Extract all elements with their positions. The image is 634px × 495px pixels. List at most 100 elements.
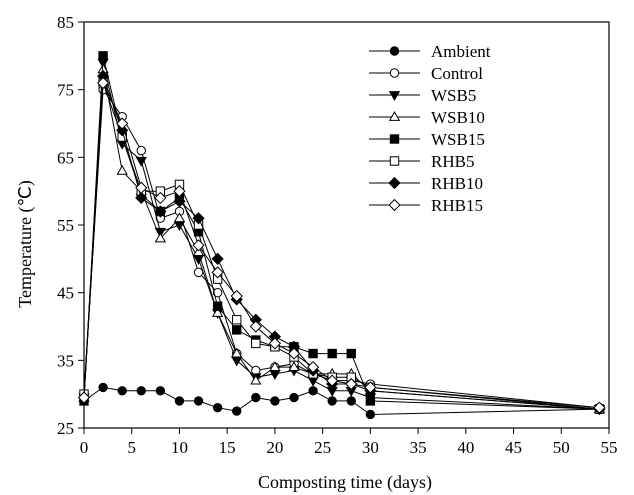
y-tick-label: 45 bbox=[57, 284, 74, 303]
data-point bbox=[212, 403, 223, 413]
data-point bbox=[232, 406, 242, 416]
data-point bbox=[251, 392, 261, 403]
data-point bbox=[269, 361, 281, 371]
x-tick-label: 30 bbox=[362, 438, 379, 457]
data-point bbox=[211, 306, 224, 317]
data-point bbox=[98, 51, 108, 61]
legend-item: Control bbox=[369, 64, 483, 83]
series-wsb5 bbox=[78, 58, 606, 416]
y-tick-label: 55 bbox=[57, 216, 74, 235]
legend-label: RHB10 bbox=[431, 174, 483, 193]
x-tick-label: 20 bbox=[266, 438, 283, 457]
y-tick-label: 35 bbox=[57, 351, 74, 370]
data-point bbox=[212, 301, 223, 311]
data-point bbox=[116, 164, 128, 175]
legend-label: Ambient bbox=[431, 42, 491, 61]
legend-item: WSB15 bbox=[369, 130, 485, 149]
legend: Ambient Control WSB5 WSB10 WSB15 RHB5 RHB10 RHB… bbox=[369, 42, 491, 215]
data-point bbox=[365, 396, 376, 406]
legend-item: RHB10 bbox=[369, 174, 483, 193]
legend-marker bbox=[389, 156, 400, 166]
data-point bbox=[308, 386, 318, 396]
data-point bbox=[270, 396, 280, 406]
legend-marker bbox=[388, 91, 401, 102]
legend-marker bbox=[388, 176, 401, 190]
data-point bbox=[327, 348, 337, 359]
data-point bbox=[154, 191, 167, 205]
data-point bbox=[346, 348, 356, 359]
x-tick-label: 25 bbox=[314, 438, 331, 457]
data-point bbox=[136, 386, 146, 396]
data-point bbox=[232, 315, 242, 325]
y-tick-label: 85 bbox=[57, 13, 74, 32]
data-point bbox=[192, 212, 205, 225]
data-point bbox=[232, 325, 242, 335]
legend-label: RHB15 bbox=[431, 196, 483, 215]
data-point bbox=[135, 191, 148, 205]
data-point bbox=[346, 396, 356, 406]
legend-marker bbox=[389, 134, 400, 144]
series-layer bbox=[77, 51, 606, 420]
legend-marker bbox=[389, 68, 400, 78]
data-point bbox=[308, 348, 318, 359]
x-tick-label: 0 bbox=[80, 438, 89, 457]
data-point bbox=[326, 374, 339, 387]
legend-label: WSB5 bbox=[431, 86, 476, 105]
data-point bbox=[231, 347, 243, 358]
x-tick-label: 50 bbox=[553, 438, 570, 457]
data-point bbox=[211, 266, 224, 279]
series-wsb10 bbox=[78, 63, 606, 413]
data-point bbox=[288, 361, 300, 371]
data-point bbox=[268, 337, 282, 350]
legend-label: RHB5 bbox=[431, 152, 474, 171]
data-point bbox=[193, 267, 204, 278]
x-tick-label: 35 bbox=[410, 438, 427, 457]
data-point bbox=[364, 381, 377, 394]
x-axis-title: Composting time (days) bbox=[258, 472, 432, 493]
series-line bbox=[83, 82, 600, 409]
data-point bbox=[365, 409, 376, 420]
data-point bbox=[230, 289, 243, 303]
legend-label: Control bbox=[431, 64, 483, 83]
y-tick-label: 65 bbox=[57, 148, 74, 167]
data-point bbox=[154, 232, 167, 243]
data-point bbox=[154, 205, 167, 218]
data-point bbox=[155, 386, 166, 396]
series-rhb10 bbox=[77, 70, 606, 416]
data-point bbox=[193, 396, 204, 406]
data-point bbox=[117, 386, 127, 396]
legend-marker bbox=[388, 110, 401, 121]
data-point bbox=[211, 252, 224, 265]
legend-item: WSB10 bbox=[369, 108, 485, 127]
series-control bbox=[79, 84, 605, 413]
legend-item: RHB15 bbox=[369, 196, 483, 215]
data-point bbox=[327, 396, 337, 406]
legend-marker bbox=[389, 46, 400, 56]
data-point bbox=[212, 287, 223, 298]
data-point bbox=[174, 396, 185, 406]
plot-border bbox=[83, 21, 610, 429]
series-line bbox=[83, 75, 600, 410]
data-point bbox=[250, 374, 262, 385]
x-tick-label: 15 bbox=[219, 438, 236, 457]
legend-item: Ambient bbox=[369, 42, 491, 61]
y-axis-title: Temperature (℃) bbox=[15, 180, 36, 307]
series-rhb5 bbox=[79, 78, 605, 414]
data-point bbox=[135, 156, 147, 167]
x-tick-label: 5 bbox=[127, 438, 136, 457]
plot-frame bbox=[83, 21, 610, 429]
series-rhb15 bbox=[77, 76, 606, 414]
y-tick-label: 75 bbox=[57, 81, 74, 100]
data-point bbox=[289, 392, 299, 403]
data-point bbox=[306, 360, 320, 374]
data-point bbox=[192, 239, 205, 252]
x-tick-label: 55 bbox=[601, 438, 618, 457]
data-point bbox=[116, 117, 129, 130]
data-point bbox=[287, 347, 301, 360]
data-point bbox=[251, 338, 261, 349]
data-point bbox=[96, 76, 110, 90]
y-tick-label: 25 bbox=[57, 419, 74, 438]
x-tick-label: 40 bbox=[457, 438, 474, 457]
legend-marker bbox=[388, 198, 401, 212]
